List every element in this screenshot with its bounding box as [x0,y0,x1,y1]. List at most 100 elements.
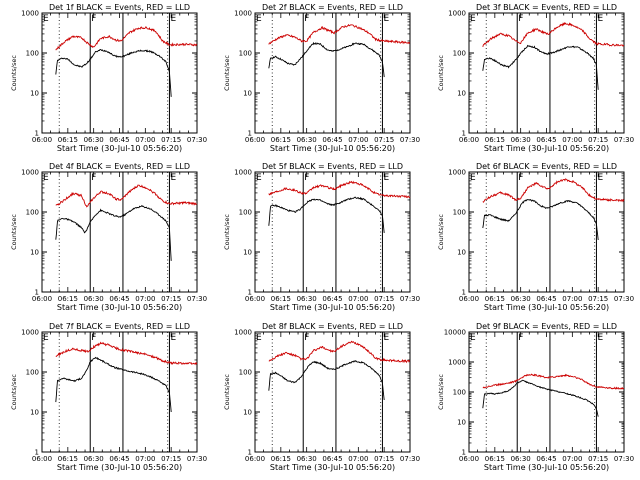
x-tick-label: 07:00 [562,295,582,303]
y-axis-label: Counts/sec [223,374,231,410]
plot-frame [468,12,625,134]
interval-marker-label: E [470,14,476,24]
y-tick-label: 10 [243,409,252,417]
x-tick-label: 06:15 [271,455,291,463]
y-tick-label: 1000 [234,10,252,18]
interval-marker-label: E [383,14,389,24]
interval-marker-label: F [518,333,523,343]
y-tick-label: 1 [462,449,466,457]
x-tick-label: 07:30 [187,455,207,463]
x-tick-label: 07:00 [135,295,155,303]
interval-marker-label: E [383,333,389,343]
y-tick-label: 100 [453,389,466,397]
chart-title: Det 5f BLACK = Events, RED = LLD [262,162,403,171]
interval-marker-label: E [256,173,262,183]
x-tick-label: 07:00 [348,455,368,463]
interval-marker-label: E [597,14,603,24]
interval-marker-label: E [470,173,476,183]
lld-series-line [55,341,198,366]
x-tick-label: 06:45 [109,455,129,463]
x-tick-label: 07:30 [614,295,634,303]
lld-series-line [268,340,411,364]
chart-panel-7: Det 7f BLACK = Events, RED = LLD 1 10 100 10… [10,322,207,472]
y-tick-label: 1 [248,130,252,138]
chart-title: Det 3f BLACK = Events, RED = LLD [476,3,617,12]
interval-marker-label: E [256,14,262,24]
interval-marker-label: E [597,173,603,183]
y-tick-label: 1000 [448,359,466,367]
x-tick-label: 06:30 [297,455,317,463]
events-series-line [482,198,599,241]
x-tick-label: 07:15 [374,295,394,303]
interval-marker-label: E [170,333,176,343]
events-series-line [55,204,172,261]
x-tick-label: 07:15 [161,295,181,303]
interval-marker-label: E [383,173,389,183]
x-tick-label: 06:45 [322,455,342,463]
events-series-line [268,41,385,78]
x-tick-label: 07:00 [135,455,155,463]
events-series-line [55,49,172,97]
y-tick-label: 100 [26,369,39,377]
x-tick-label: 06:00 [32,295,52,303]
lld-series-line [55,184,198,208]
x-tick-label: 06:00 [32,136,52,144]
interval-marker-label: E [170,14,176,24]
y-axis-label: Counts/sec [223,55,231,91]
x-tick-label: 06:00 [459,455,479,463]
x-tick-label: 06:00 [459,136,479,144]
x-tick-label: 06:45 [109,136,129,144]
interval-marker-label: F [91,333,96,343]
x-tick-label: 06:30 [84,295,104,303]
plot-frame [41,12,198,134]
y-tick-label: 100 [453,50,466,58]
x-tick-label: 07:30 [614,136,634,144]
y-tick-label: 10 [243,90,252,98]
chart-title: Det 2f BLACK = Events, RED = LLD [262,3,403,12]
y-tick-label: 10 [457,90,466,98]
y-axis-label: Counts/sec [437,374,445,410]
interval-marker-label: E [597,333,603,343]
x-tick-label: 06:45 [536,295,556,303]
x-axis-label: Start Time (30-Jul-10 05:56:20) [270,463,395,472]
y-tick-label: 1 [248,449,252,457]
chart-title: Det 6f BLACK = Events, RED = LLD [476,162,617,171]
x-tick-label: 06:30 [297,136,317,144]
x-axis-label: Start Time (30-Jul-10 05:56:20) [484,144,609,153]
y-tick-label: 100 [453,209,466,217]
x-tick-label: 06:30 [84,136,104,144]
y-tick-label: 1000 [448,169,466,177]
x-tick-label: 07:00 [135,136,155,144]
x-tick-label: 06:15 [485,455,505,463]
x-tick-label: 07:30 [400,295,420,303]
chart-panel-1: Det 1f BLACK = Events, RED = LLD 1 10 100 10… [10,3,207,153]
events-series-line [268,196,385,233]
x-tick-label: 06:00 [245,295,265,303]
y-tick-label: 1000 [234,329,252,337]
x-axis-label: Start Time (30-Jul-10 05:56:20) [484,303,609,312]
interval-marker-label: F [304,14,309,24]
y-axis-label: Counts/sec [10,214,18,250]
y-tick-label: 100 [239,209,252,217]
interval-marker-label: E [170,173,176,183]
x-axis-label: Start Time (30-Jul-10 05:56:20) [57,144,182,153]
y-tick-label: 100 [239,369,252,377]
y-axis-label: Counts/sec [223,214,231,250]
interval-marker-label: F [518,173,523,183]
y-tick-label: 1 [35,289,39,297]
y-tick-label: 10 [30,249,39,257]
x-tick-label: 06:45 [536,136,556,144]
x-tick-label: 07:15 [374,136,394,144]
x-tick-label: 07:00 [348,136,368,144]
lld-series-line [482,21,625,48]
x-tick-label: 06:30 [511,455,531,463]
x-axis-label: Start Time (30-Jul-10 05:56:20) [57,463,182,472]
y-tick-label: 1 [462,130,466,138]
events-series-line [55,356,172,413]
y-tick-label: 10 [243,249,252,257]
chart-title: Det 4f BLACK = Events, RED = LLD [49,162,190,171]
y-axis-label: Counts/sec [10,55,18,91]
y-axis-label: Counts/sec [10,374,18,410]
x-tick-label: 07:15 [588,136,608,144]
